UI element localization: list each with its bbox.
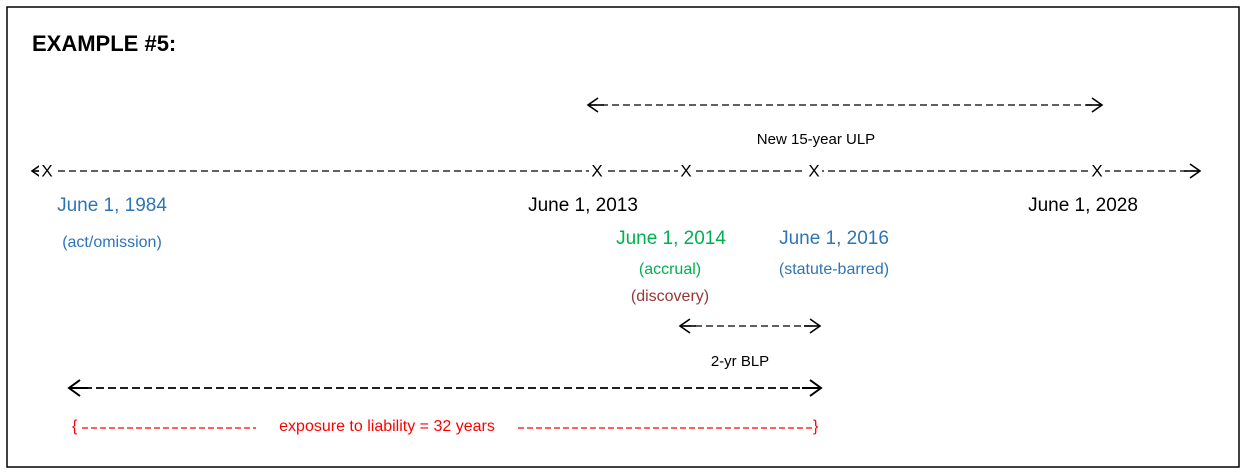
ulp-label: New 15-year ULP [757,131,875,148]
date-label: June 1, 2028 [1028,195,1138,216]
frame [6,6,1240,468]
exposure-arrow [67,379,823,397]
exposure-brace: { exposure to liability = 32 years } [72,418,819,435]
marker: X [808,161,819,180]
brace-close: } [813,418,819,435]
date-label: June 1, 2016 [779,228,889,249]
marker: X [1091,161,1102,180]
date-note: (discovery) [631,288,709,305]
title: EXAMPLE #5: [32,31,176,56]
date-note: (statute-barred) [779,261,889,278]
blp-label: 2-yr BLP [711,353,769,370]
marker: X [680,161,691,180]
date-label: June 1, 1984 [57,195,167,216]
marker: X [41,161,52,180]
date-note: (accrual) [639,261,701,278]
date-note: (act/omission) [62,234,162,251]
ulp-arrow [586,97,1104,113]
exposure-label: exposure to liability = 32 years [279,418,495,435]
brace-open: { [72,418,78,435]
blp-arrow [678,318,822,334]
date-label: June 1, 2013 [528,195,638,216]
date-label: June 1, 2014 [616,228,726,249]
marker: X [591,161,602,180]
